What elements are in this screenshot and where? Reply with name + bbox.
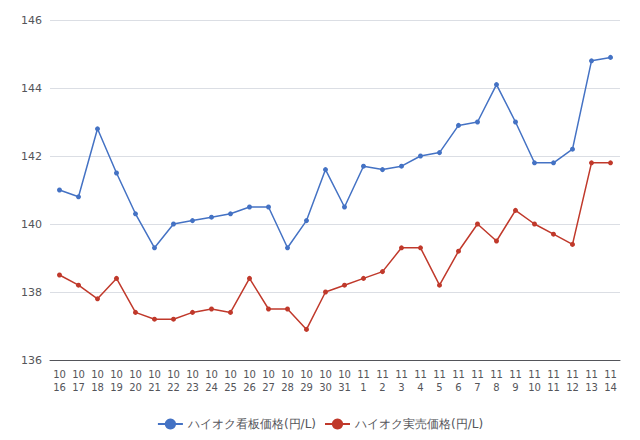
svg-text:10: 10	[300, 369, 313, 380]
svg-text:6: 6	[455, 382, 461, 393]
svg-text:138: 138	[21, 286, 42, 299]
svg-text:19: 19	[110, 382, 123, 393]
svg-text:18: 18	[91, 382, 104, 393]
svg-text:136: 136	[21, 354, 42, 367]
svg-text:ハイオク実売価格(円/L): ハイオク実売価格(円/L)	[354, 417, 483, 431]
svg-text:2: 2	[379, 382, 385, 393]
svg-text:10: 10	[91, 369, 104, 380]
svg-text:10: 10	[205, 369, 218, 380]
svg-text:11: 11	[490, 369, 503, 380]
svg-text:11: 11	[585, 369, 598, 380]
svg-text:10: 10	[167, 369, 180, 380]
svg-text:144: 144	[21, 82, 42, 95]
svg-text:5: 5	[436, 382, 442, 393]
svg-text:11: 11	[452, 369, 465, 380]
svg-text:7: 7	[474, 382, 480, 393]
svg-text:10: 10	[338, 369, 351, 380]
svg-text:10: 10	[224, 369, 237, 380]
svg-text:10: 10	[186, 369, 199, 380]
svg-text:14: 14	[604, 382, 617, 393]
svg-text:27: 27	[262, 382, 275, 393]
svg-text:10: 10	[528, 382, 541, 393]
svg-text:10: 10	[110, 369, 123, 380]
svg-text:17: 17	[72, 382, 85, 393]
svg-text:146: 146	[21, 14, 42, 27]
svg-text:11: 11	[414, 369, 427, 380]
svg-text:16: 16	[53, 382, 66, 393]
svg-text:10: 10	[243, 369, 256, 380]
svg-text:21: 21	[148, 382, 161, 393]
svg-text:10: 10	[53, 369, 66, 380]
svg-text:11: 11	[528, 369, 541, 380]
svg-text:11: 11	[547, 369, 560, 380]
svg-text:11: 11	[547, 382, 560, 393]
svg-text:30: 30	[319, 382, 332, 393]
svg-text:11: 11	[604, 369, 617, 380]
svg-text:10: 10	[148, 369, 161, 380]
svg-text:11: 11	[376, 369, 389, 380]
svg-text:24: 24	[205, 382, 218, 393]
svg-text:13: 13	[585, 382, 598, 393]
svg-text:12: 12	[566, 382, 579, 393]
svg-text:11: 11	[566, 369, 579, 380]
svg-text:8: 8	[493, 382, 499, 393]
svg-text:23: 23	[186, 382, 199, 393]
svg-text:10: 10	[262, 369, 275, 380]
svg-text:1: 1	[360, 382, 366, 393]
svg-text:10: 10	[129, 369, 142, 380]
svg-text:25: 25	[224, 382, 237, 393]
svg-text:31: 31	[338, 382, 351, 393]
svg-text:140: 140	[21, 218, 42, 231]
svg-text:11: 11	[471, 369, 484, 380]
svg-text:10: 10	[281, 369, 294, 380]
svg-text:26: 26	[243, 382, 256, 393]
svg-text:3: 3	[398, 382, 404, 393]
svg-text:28: 28	[281, 382, 294, 393]
svg-text:4: 4	[417, 382, 423, 393]
svg-text:142: 142	[21, 150, 42, 163]
svg-text:20: 20	[129, 382, 142, 393]
svg-text:9: 9	[512, 382, 518, 393]
svg-text:11: 11	[433, 369, 446, 380]
svg-text:11: 11	[509, 369, 522, 380]
svg-text:ハイオク看板価格(円/L): ハイオク看板価格(円/L)	[187, 417, 316, 431]
svg-text:10: 10	[72, 369, 85, 380]
svg-text:22: 22	[167, 382, 180, 393]
svg-text:29: 29	[300, 382, 313, 393]
svg-text:11: 11	[357, 369, 370, 380]
svg-text:11: 11	[395, 369, 408, 380]
svg-text:10: 10	[319, 369, 332, 380]
